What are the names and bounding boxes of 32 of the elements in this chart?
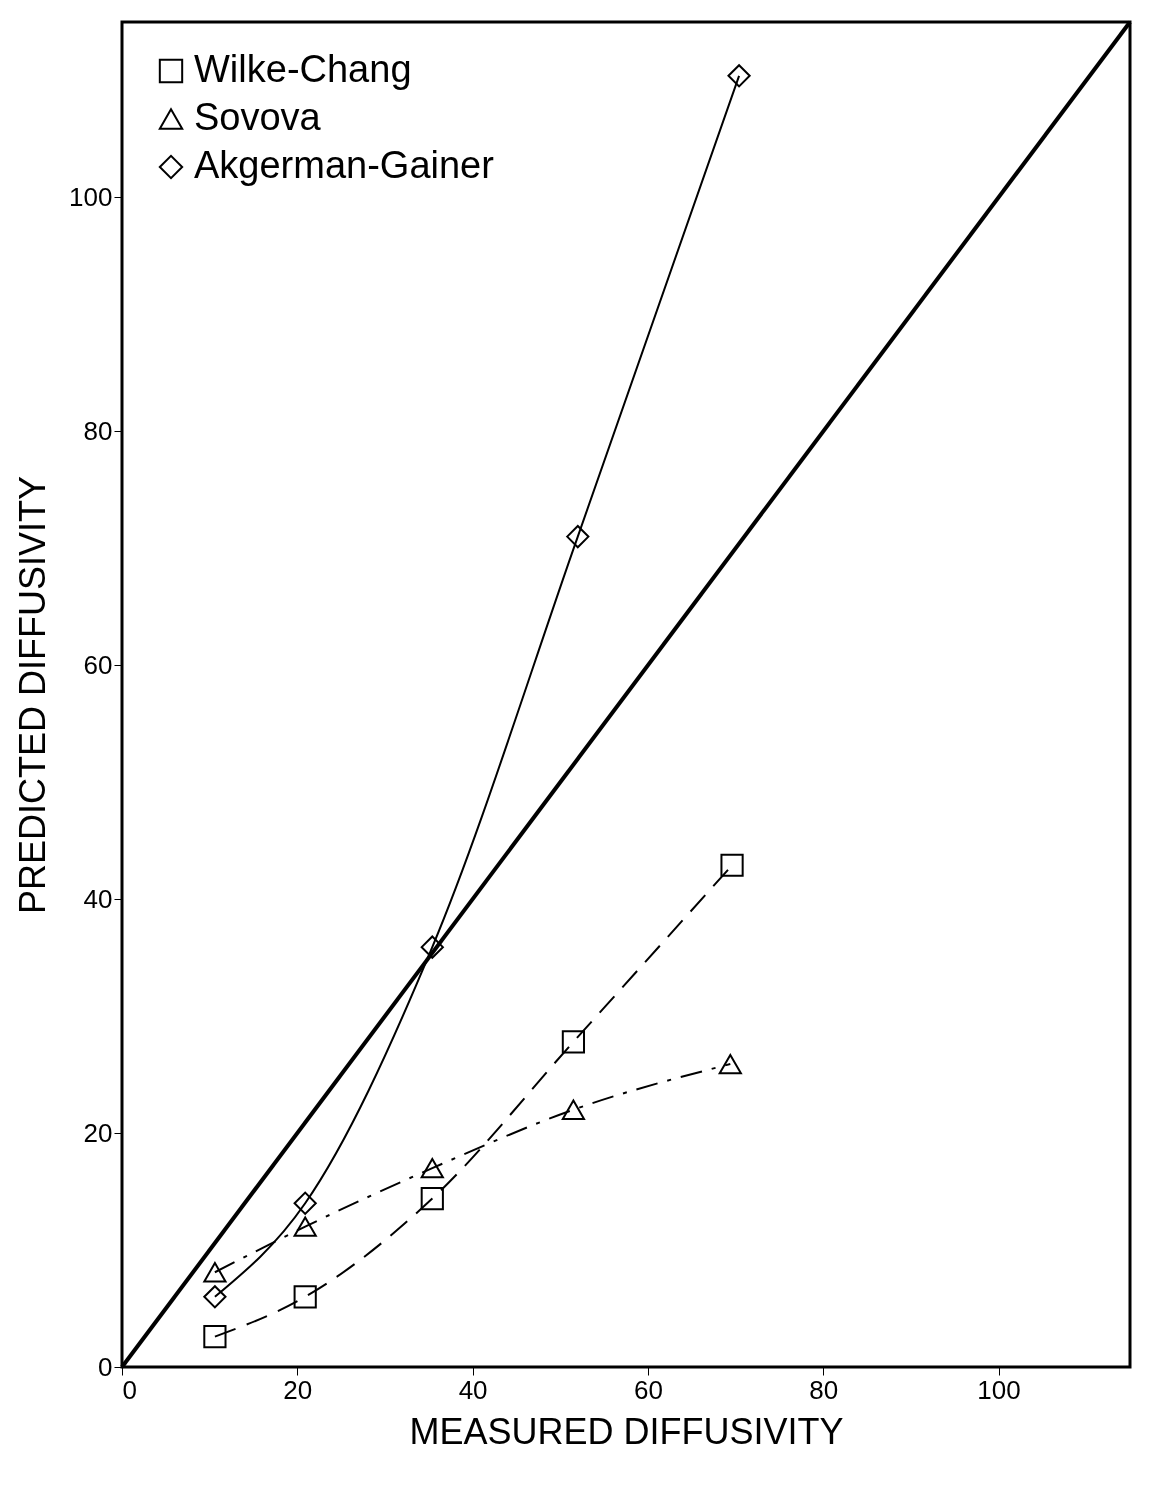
y-tick-label: 80 [83, 415, 113, 446]
legend-label: Wilke-Chang [194, 48, 412, 90]
x-axis-title: MEASURED DIFFUSIVITY [409, 1410, 844, 1452]
point [203, 1262, 227, 1283]
point [561, 1099, 586, 1120]
x-tick-label: 60 [633, 1374, 663, 1405]
x-tick-label: 20 [283, 1374, 313, 1405]
point [561, 1030, 586, 1054]
point [720, 853, 744, 877]
point [727, 64, 751, 88]
y-axis-title: PREDICTED DIFFUSIVITY [12, 475, 54, 915]
point [420, 1186, 444, 1211]
legend-label: Sovova [194, 96, 322, 138]
y-tick-label: 40 [83, 883, 113, 914]
y-tick-label: 20 [83, 1117, 113, 1148]
legend-label: Akgerman-Gainer [194, 144, 495, 186]
y-tick-label: 100 [69, 181, 113, 212]
x-tick-label: 0 [122, 1374, 137, 1405]
point [420, 935, 444, 959]
y-tick-label: 60 [83, 649, 113, 680]
y-tick-label: 0 [98, 1351, 113, 1382]
point [293, 1285, 317, 1309]
point [203, 1324, 227, 1349]
point [203, 1285, 227, 1309]
x-tick-label: 80 [809, 1374, 839, 1405]
point [293, 1191, 317, 1215]
point [718, 1053, 742, 1075]
x-tick-label: 100 [977, 1374, 1021, 1405]
point [420, 1157, 444, 1179]
point [293, 1216, 317, 1237]
point [566, 525, 590, 549]
x-tick-label: 40 [458, 1374, 488, 1405]
